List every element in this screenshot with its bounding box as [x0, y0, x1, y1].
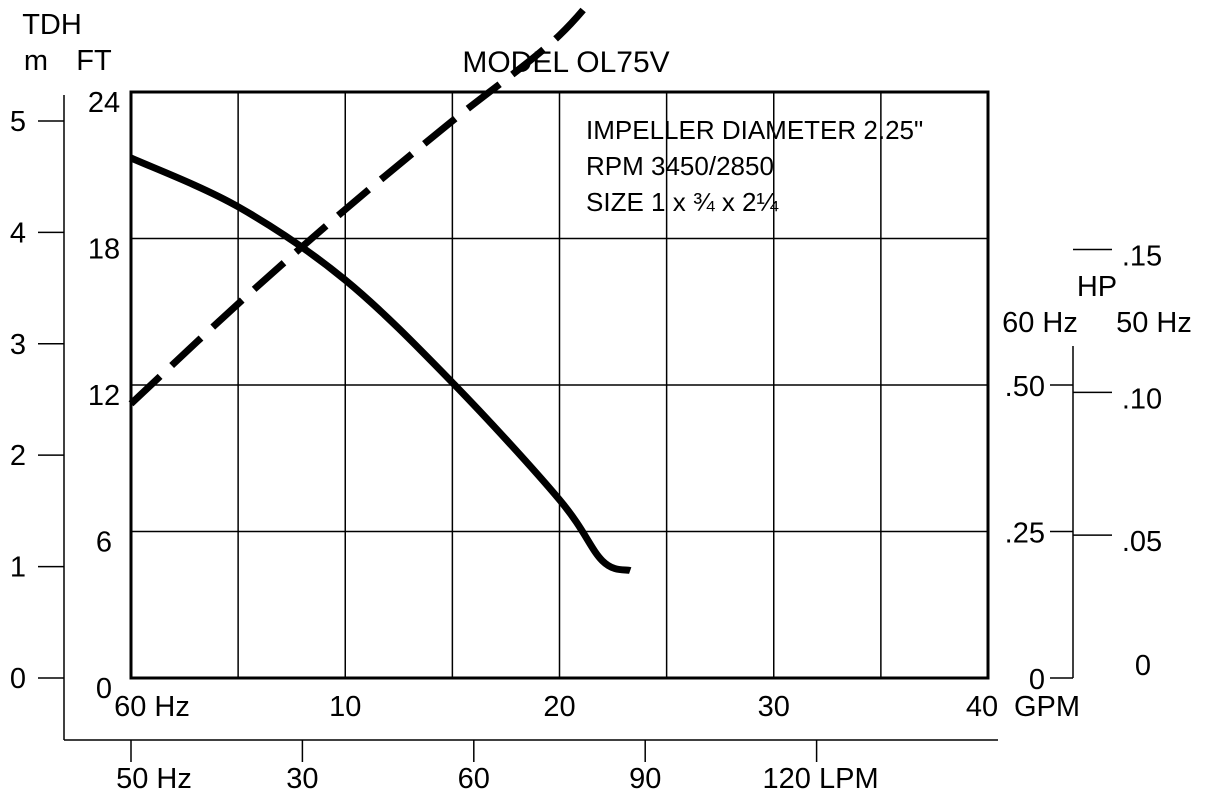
hp50-tick-label: 0 — [1135, 650, 1151, 682]
feet-tick-label: 6 — [96, 527, 112, 559]
gpm-tick-label: 40 — [966, 691, 998, 723]
meters-tick-label: 5 — [10, 106, 26, 138]
lpm-tick-label: 90 — [629, 763, 661, 795]
head-curve-line — [129, 154, 632, 574]
meters-tick-label: 0 — [10, 663, 26, 695]
lpm-start-label: 50 Hz — [116, 763, 192, 795]
meters-tick-label: 3 — [10, 329, 26, 361]
hp50-tick-label: .10 — [1122, 383, 1162, 415]
hp50-tick-label: .15 — [1122, 240, 1162, 272]
feet-tick-label: 0 — [96, 673, 112, 705]
chart-title: MODEL OL75V — [462, 46, 669, 79]
lpm-tick-label: 120 LPM — [763, 763, 879, 795]
meters-tick-label: 2 — [10, 440, 26, 472]
hp-60hz-header: 60 Hz — [1002, 307, 1078, 339]
hp50-tick-label: .05 — [1122, 526, 1162, 558]
hp60-tick-label: 0 — [1029, 664, 1045, 696]
axes — [38, 95, 1112, 762]
hp60-tick-label: .25 — [1005, 518, 1045, 550]
gpm-tick-label: 20 — [543, 691, 575, 723]
hp-50hz-header: 50 Hz — [1116, 307, 1192, 339]
spec-annotation: RPM 3450/2850 — [586, 151, 774, 181]
lpm-tick-label: 30 — [286, 763, 318, 795]
gpm-tick-label: 30 — [758, 691, 790, 723]
meters-tick-label: 1 — [10, 552, 26, 584]
meters-tick-label: 4 — [10, 217, 26, 249]
feet-tick-label: 18 — [88, 234, 120, 266]
gpm-unit-label: GPM — [1014, 691, 1080, 723]
gpm-start-label: 60 Hz — [114, 691, 190, 723]
lpm-tick-label: 60 — [458, 763, 490, 795]
hp-header: HP — [1077, 271, 1117, 303]
grid — [129, 90, 990, 680]
series-layer — [128, 0, 632, 574]
hp60-tick-label: .50 — [1005, 371, 1045, 403]
tdh-label: TDH — [22, 9, 82, 41]
meters-header: m — [24, 45, 48, 77]
feet-tick-label: 24 — [88, 87, 120, 119]
feet-header: FT — [76, 45, 112, 77]
feet-tick-label: 12 — [88, 380, 120, 412]
spec-annotation: SIZE 1 x ¾ x 2¼ — [586, 187, 779, 217]
gpm-tick-label: 10 — [329, 691, 361, 723]
spec-annotation: IMPELLER DIAMETER 2.25" — [586, 115, 923, 145]
hp-curve-line — [128, 0, 596, 407]
